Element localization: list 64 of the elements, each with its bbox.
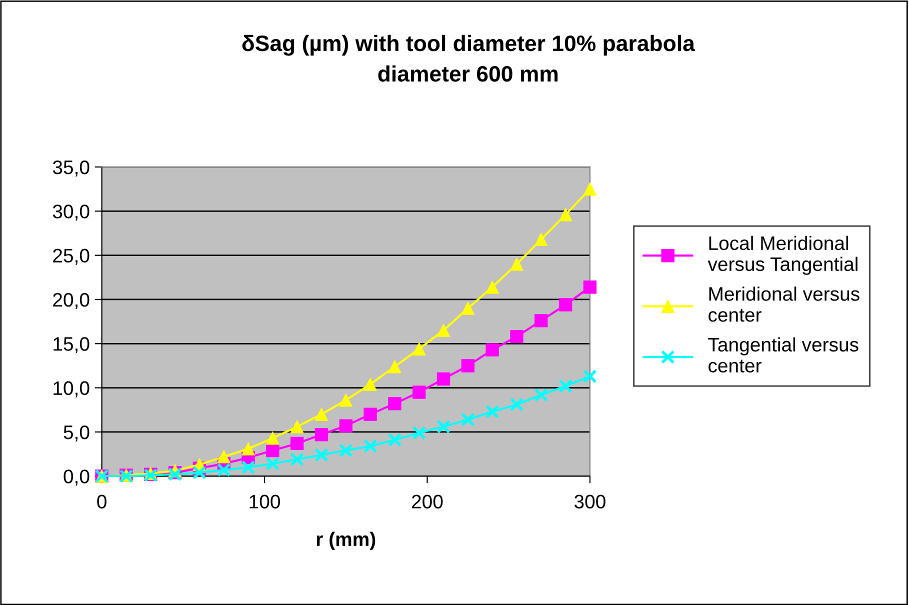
y-tick-label: 30,0 bbox=[52, 204, 90, 221]
y-tick-label: 10,0 bbox=[54, 381, 90, 398]
point bbox=[388, 432, 402, 447]
point bbox=[266, 456, 280, 471]
point bbox=[314, 408, 328, 421]
point bbox=[412, 342, 426, 356]
point bbox=[486, 280, 499, 294]
point bbox=[339, 419, 352, 432]
point bbox=[485, 404, 500, 419]
point bbox=[266, 444, 280, 458]
point bbox=[339, 394, 352, 407]
point bbox=[534, 232, 548, 246]
point bbox=[558, 208, 572, 222]
point bbox=[266, 432, 280, 445]
x-tick-label: 100 bbox=[250, 494, 280, 508]
point bbox=[314, 448, 328, 462]
point bbox=[436, 420, 450, 434]
x-tick-label: 200 bbox=[412, 494, 443, 508]
point bbox=[436, 324, 450, 337]
legend-label: Local Meridional versus Tangential bbox=[708, 236, 858, 275]
point bbox=[364, 408, 377, 421]
point bbox=[388, 360, 402, 374]
x-tick-label: 0 bbox=[97, 494, 106, 508]
y-tick-label: 15,0 bbox=[54, 337, 90, 354]
point bbox=[461, 359, 475, 372]
point bbox=[583, 280, 597, 294]
point bbox=[436, 372, 450, 386]
point bbox=[583, 182, 597, 196]
x-axis-title: r (mm) bbox=[316, 532, 376, 550]
point bbox=[363, 439, 378, 454]
legend-label: Meridional versus center bbox=[708, 286, 860, 322]
point bbox=[364, 378, 377, 391]
x-tick-label: 300 bbox=[574, 494, 606, 508]
point bbox=[216, 463, 231, 477]
point bbox=[558, 298, 572, 312]
y-tick-label: 0,0 bbox=[64, 470, 90, 486]
y-tick-label: 20,0 bbox=[53, 292, 90, 310]
point bbox=[290, 420, 304, 434]
point bbox=[486, 343, 499, 356]
point bbox=[192, 466, 206, 480]
point bbox=[534, 388, 548, 402]
point bbox=[242, 442, 255, 456]
point bbox=[338, 444, 353, 458]
point bbox=[461, 302, 475, 315]
point bbox=[510, 398, 524, 412]
point bbox=[290, 436, 304, 450]
point bbox=[290, 452, 304, 466]
y-tick-label: 5,0 bbox=[64, 425, 90, 442]
point bbox=[460, 412, 475, 427]
point bbox=[510, 330, 524, 344]
point bbox=[388, 397, 402, 410]
point bbox=[241, 460, 256, 474]
y-tick-label: 25,0 bbox=[53, 248, 90, 265]
point bbox=[582, 369, 597, 384]
point bbox=[510, 258, 524, 271]
point bbox=[534, 314, 548, 328]
chart-title: δSag (µm) with tool diameter 10% parabola diameter 600 mm bbox=[242, 34, 696, 82]
y-tick-label: 35,0 bbox=[52, 160, 90, 177]
legend-label: Tangential versus center bbox=[708, 337, 858, 373]
point bbox=[412, 386, 426, 399]
point bbox=[412, 426, 426, 440]
point bbox=[217, 450, 230, 464]
point bbox=[314, 428, 328, 442]
point bbox=[558, 379, 572, 393]
